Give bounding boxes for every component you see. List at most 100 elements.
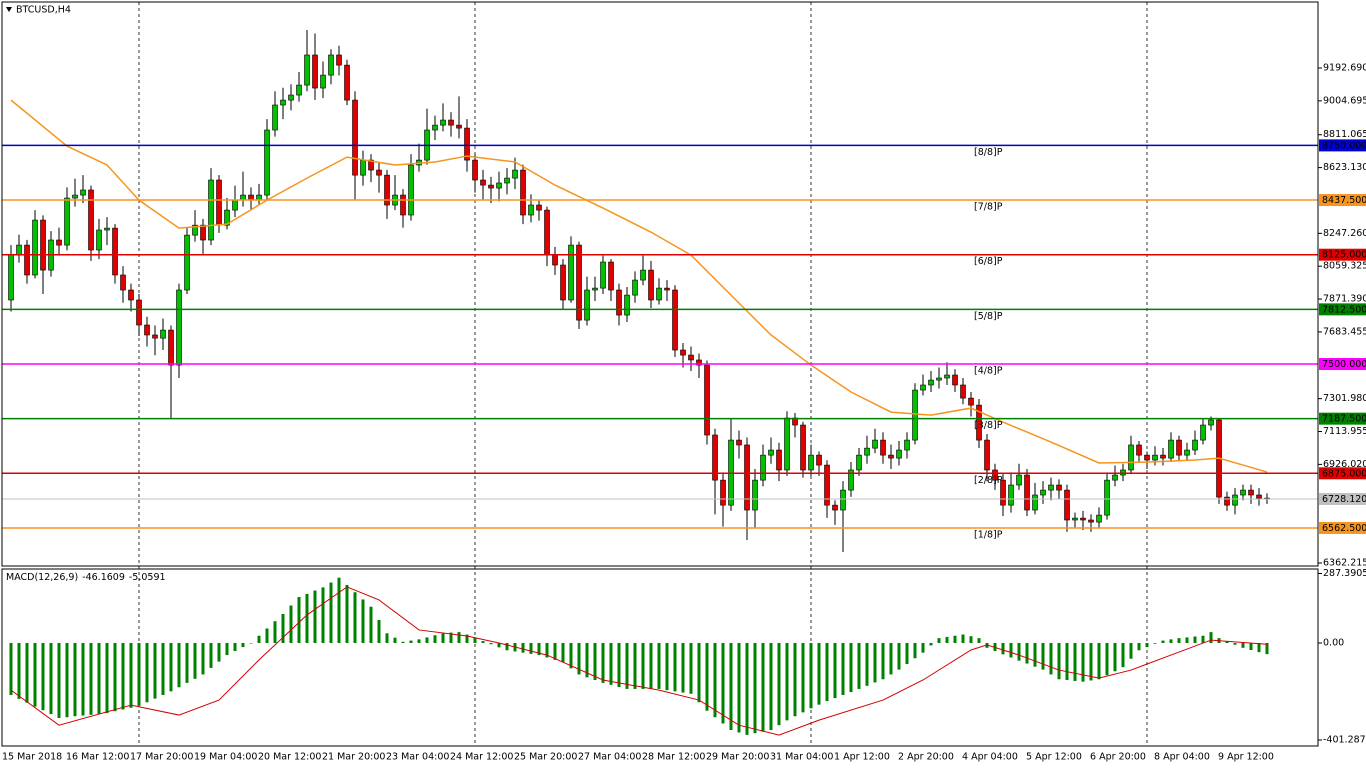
histogram-bar xyxy=(1161,640,1165,643)
histogram-bar xyxy=(49,642,53,715)
histogram-bar xyxy=(497,642,501,648)
candle-body xyxy=(952,374,958,386)
histogram-bar xyxy=(305,593,309,643)
x-tick-label: 19 Mar 04:00 xyxy=(194,752,257,763)
histogram-bar xyxy=(665,642,669,691)
y-tick-label: 9004.695 xyxy=(1323,95,1366,106)
histogram-bar xyxy=(425,637,429,643)
candle-body xyxy=(128,289,134,301)
candle-body xyxy=(608,261,614,291)
candle-body xyxy=(408,164,414,216)
histogram-bar xyxy=(225,642,229,656)
macd-value: -46.1609 xyxy=(82,572,125,583)
candle-body xyxy=(824,464,830,506)
histogram-bar xyxy=(161,642,165,695)
level-label: 7500.000 xyxy=(1322,359,1366,370)
x-tick-label: 25 Mar 20:00 xyxy=(514,752,577,763)
candle-body xyxy=(112,227,118,276)
price-pane: [8/8]P [7/8]P [6/8]P [5/8]P [4/8]P [3/8]P [2/8… xyxy=(2,29,1318,553)
histogram-bar xyxy=(481,641,485,643)
histogram-bar xyxy=(473,637,477,643)
signal-line xyxy=(10,586,1268,736)
candle-body xyxy=(784,417,790,471)
candle-body xyxy=(160,329,166,339)
candle-body xyxy=(1184,449,1190,456)
level-label: 8125.000 xyxy=(1322,250,1366,261)
histogram-bar xyxy=(89,642,93,715)
histogram-bar xyxy=(81,642,85,716)
histogram-bar xyxy=(697,642,701,703)
histogram-bar xyxy=(193,642,197,679)
level-box xyxy=(1319,194,1366,207)
histogram-bar xyxy=(713,642,717,718)
level-box xyxy=(1319,139,1366,152)
histogram-bar xyxy=(409,640,413,643)
candle-body xyxy=(960,384,966,399)
histogram-bar xyxy=(417,639,421,643)
histogram-bar xyxy=(17,642,21,699)
histogram-bar xyxy=(393,637,397,643)
histogram-bar xyxy=(377,620,381,643)
candle-body xyxy=(512,169,518,179)
x-tick-label: 29 Mar 20:00 xyxy=(706,752,769,763)
histogram-bar xyxy=(889,642,893,675)
histogram-bar xyxy=(753,642,757,734)
histogram-bar xyxy=(609,642,613,685)
candle-body xyxy=(856,454,862,471)
candle-body xyxy=(176,289,182,366)
histogram-bar xyxy=(1073,642,1077,681)
histogram-bar xyxy=(881,642,885,680)
candle-body xyxy=(984,439,990,471)
histogram-bar xyxy=(129,642,133,708)
x-tick-label: 20 Mar 12:00 xyxy=(258,752,321,763)
level-box xyxy=(1319,358,1366,371)
histogram-bar xyxy=(105,642,109,714)
candle-body xyxy=(24,244,30,276)
candle-body xyxy=(744,444,750,511)
candle-body xyxy=(664,287,670,291)
candle-body xyxy=(360,159,366,176)
candle-body xyxy=(752,479,758,511)
histogram-bar xyxy=(777,642,781,726)
histogram-bar xyxy=(185,642,189,683)
histogram-bar xyxy=(449,632,453,643)
histogram-bar xyxy=(1177,638,1181,643)
histogram-bar xyxy=(1201,635,1205,643)
histogram-bar xyxy=(169,642,173,692)
x-tick-label: 17 Mar 20:00 xyxy=(130,752,193,763)
histogram-bar xyxy=(281,613,285,643)
histogram-bar xyxy=(441,633,445,643)
histogram-bar xyxy=(841,642,845,695)
histogram-bar xyxy=(153,642,157,699)
candle-body xyxy=(624,294,630,316)
histogram-bar xyxy=(521,642,525,653)
candle-body xyxy=(736,439,742,446)
y-tick-label: 7301.980 xyxy=(1323,393,1366,404)
candle-body xyxy=(456,124,462,129)
histogram-bar xyxy=(721,642,725,724)
histogram-bar xyxy=(241,642,245,648)
histogram-bar xyxy=(729,642,733,731)
histogram-bar xyxy=(529,642,533,654)
histogram-bar xyxy=(1209,632,1213,643)
axes: 9192.690 9004.695 8811.065 8623.130 8247.260… xyxy=(2,62,1366,763)
histogram-bar xyxy=(769,642,773,731)
level-name: [1/8]P xyxy=(974,529,1003,540)
candle-body xyxy=(912,389,918,441)
candle-body xyxy=(616,289,622,316)
menu-icon[interactable] xyxy=(6,7,12,12)
histogram-bar xyxy=(801,642,805,713)
candle-body xyxy=(168,329,174,366)
candle-body xyxy=(568,244,574,301)
candle-body xyxy=(464,127,470,161)
level-box xyxy=(1319,412,1366,425)
histogram-bar xyxy=(1017,642,1021,661)
y-tick-label: 6926.020 xyxy=(1323,459,1366,470)
histogram-bar xyxy=(577,642,581,675)
level-name: [7/8]P xyxy=(974,202,1003,213)
histogram-bar xyxy=(209,642,213,668)
level-box xyxy=(1319,303,1366,316)
histogram-bar xyxy=(1129,642,1133,659)
histogram-bar xyxy=(145,642,149,703)
candle-body xyxy=(808,454,814,471)
